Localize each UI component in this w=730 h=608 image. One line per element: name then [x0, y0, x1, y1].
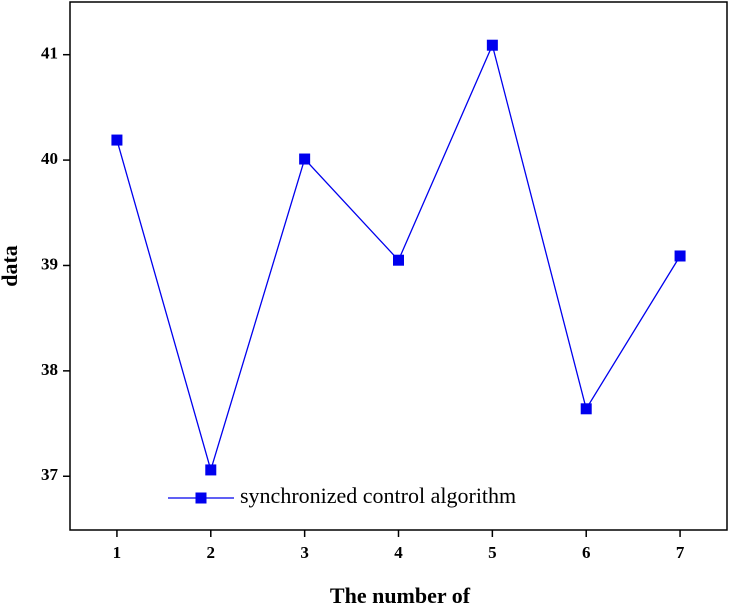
x-tick-label: 5 — [488, 543, 497, 562]
plot-frame — [69, 1, 728, 531]
x-tick-label: 6 — [582, 543, 591, 562]
legend-label: synchronized control algorithm — [240, 483, 516, 508]
point — [580, 403, 592, 415]
x-tick-label: 4 — [394, 543, 403, 562]
y-tick-label: 37 — [41, 465, 59, 484]
x-axis-label: The number of — [330, 583, 471, 608]
y-tick-label: 41 — [41, 44, 58, 63]
point — [205, 464, 217, 476]
y-tick-label: 38 — [41, 360, 58, 379]
point — [393, 254, 404, 266]
point — [111, 134, 123, 146]
point — [299, 153, 311, 165]
x-tick-label: 3 — [300, 543, 309, 562]
x-tick-label: 1 — [113, 543, 122, 562]
x-tick-label: 7 — [676, 543, 685, 562]
legend-marker — [195, 492, 207, 504]
y-axis-label: data — [0, 245, 22, 287]
point — [486, 39, 498, 51]
y-tick-label: 39 — [41, 254, 58, 273]
point — [674, 250, 686, 262]
x-tick-label: 2 — [207, 543, 216, 562]
y-tick-label: 40 — [41, 149, 58, 168]
